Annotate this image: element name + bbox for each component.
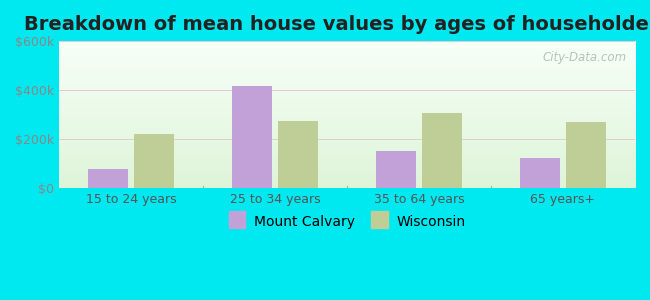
Bar — [88, 169, 128, 188]
Bar — [134, 134, 174, 188]
Legend: Mount Calvary, Wisconsin: Mount Calvary, Wisconsin — [224, 211, 469, 234]
Bar — [278, 121, 318, 188]
Text: City-Data.com: City-Data.com — [542, 51, 627, 64]
Bar — [232, 86, 272, 188]
Bar — [566, 122, 606, 188]
Bar — [520, 158, 560, 188]
Bar — [422, 113, 462, 188]
Title: Breakdown of mean house values by ages of householders: Breakdown of mean house values by ages o… — [24, 15, 650, 34]
Bar — [376, 151, 416, 188]
